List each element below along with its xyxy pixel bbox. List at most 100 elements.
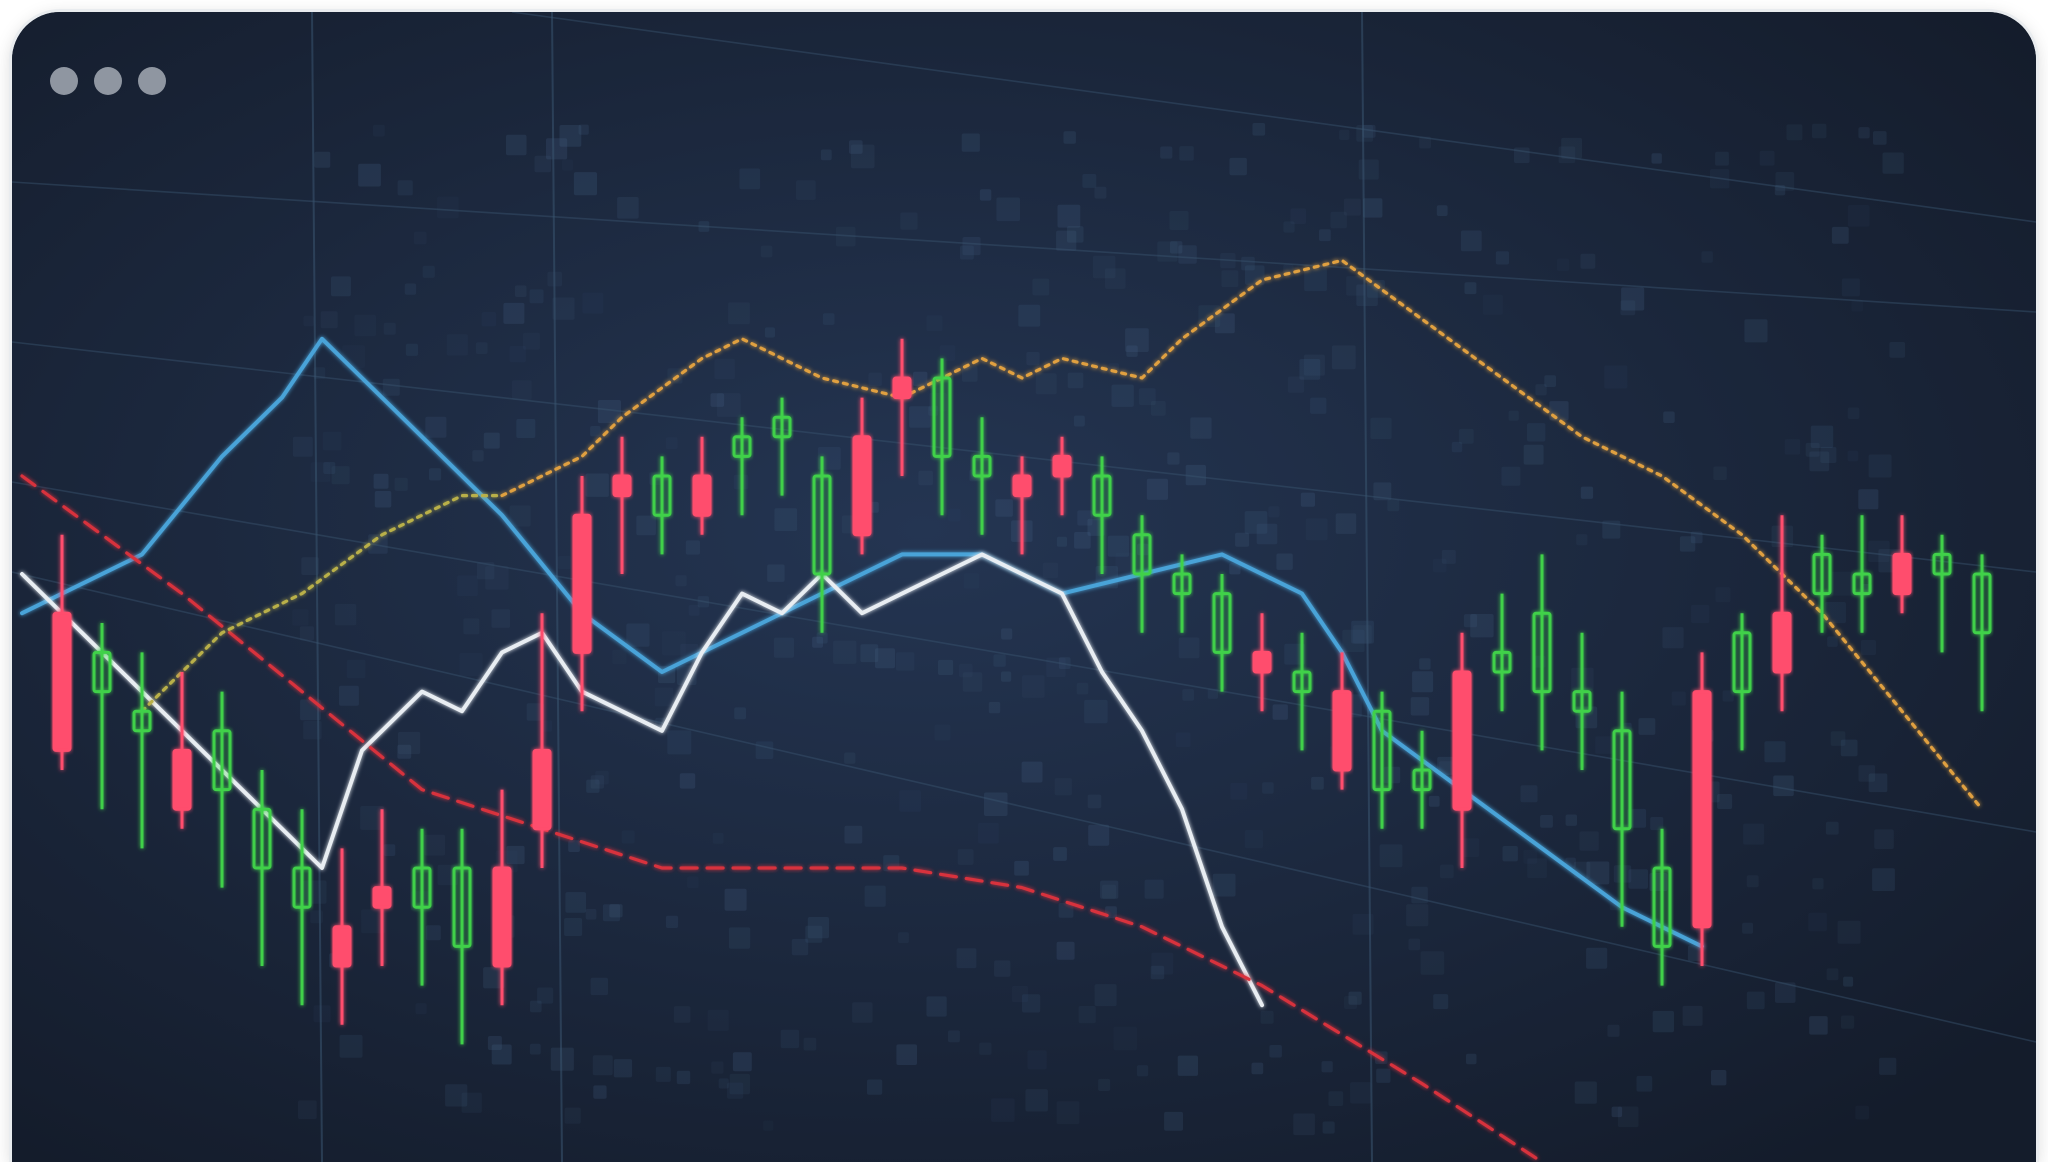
mosaic-tile <box>1082 174 1097 188</box>
candle-body <box>452 866 472 948</box>
candle <box>1132 515 1152 633</box>
mosaic-tile <box>346 659 366 679</box>
mosaic-tile <box>1362 124 1376 138</box>
mosaic-tile <box>597 400 621 424</box>
mosaic-tile <box>1057 204 1081 228</box>
mosaic-tile <box>1868 540 1890 562</box>
candle-body <box>772 415 792 439</box>
mosaic-tile <box>1419 136 1431 149</box>
mosaic-tile <box>1824 602 1846 624</box>
mosaic-tile <box>613 1059 633 1078</box>
mosaic-tile <box>415 1003 427 1015</box>
mosaic-tile <box>1067 372 1084 389</box>
mosaic-tile <box>1164 1111 1183 1131</box>
mosaic-tile <box>1774 185 1786 196</box>
mosaic-tile <box>1858 489 1879 510</box>
candle <box>1052 436 1072 516</box>
mosaic-tile <box>491 609 511 628</box>
mosaic-tile <box>529 289 544 304</box>
mosaic-tile <box>956 948 977 969</box>
mosaic-tile <box>1458 428 1474 444</box>
mosaic-tile <box>561 159 573 171</box>
mosaic-tile <box>1178 245 1197 264</box>
candle <box>1292 632 1312 751</box>
window-titlebar <box>12 12 2036 122</box>
mosaic-tile <box>1310 397 1327 414</box>
mosaic-tile <box>313 1005 331 1023</box>
mosaic-tile <box>1056 536 1067 547</box>
candle-body <box>652 474 672 517</box>
mosaic-tile <box>1773 775 1794 797</box>
mosaic-tile <box>483 432 500 449</box>
mosaic-tile <box>1179 146 1194 161</box>
mosaic-tile <box>1419 658 1431 670</box>
mosaic-tile <box>991 1098 1015 1122</box>
mosaic-tile <box>1022 675 1045 698</box>
mosaic-tile <box>791 938 809 956</box>
mosaic-tile <box>1882 152 1904 174</box>
mosaic-tile <box>1335 513 1357 534</box>
mosaic-tile <box>303 315 314 327</box>
candle-body <box>1812 552 1832 596</box>
candle <box>372 809 392 966</box>
mosaic-tile <box>1873 131 1887 145</box>
mosaic-tile <box>676 1070 691 1085</box>
mosaic-tile <box>487 1036 502 1050</box>
mosaic-tile <box>1356 284 1378 306</box>
mosaic-tile <box>697 596 709 608</box>
mosaic-tile <box>1412 671 1434 693</box>
mosaic-tile <box>844 752 856 764</box>
mosaic-tile <box>1812 878 1824 890</box>
mosaic-tile <box>1151 952 1174 975</box>
mosaic-tile <box>718 1078 729 1089</box>
chart-window <box>12 12 2036 1162</box>
mosaic-tile <box>1432 558 1447 573</box>
series-line-ma-dotted-yellow <box>140 494 504 713</box>
mosaic-tile <box>1682 1005 1703 1026</box>
mosaic-tile <box>1436 205 1448 216</box>
mosaic-tile <box>1346 276 1366 296</box>
mosaic-tile <box>1561 137 1582 159</box>
window-control-dot-close[interactable] <box>50 67 78 95</box>
mosaic-tile <box>1170 241 1183 254</box>
mosaic-tile <box>1617 1106 1639 1128</box>
mosaic-tile <box>383 322 396 335</box>
candle <box>212 691 232 888</box>
candle-body <box>1172 572 1192 596</box>
mosaic-tile <box>655 1066 671 1082</box>
mosaic-tile <box>1276 553 1293 570</box>
mosaic-tile <box>1579 831 1599 851</box>
mosaic-tile <box>425 416 447 438</box>
mosaic-tile <box>1628 869 1648 889</box>
mosaic-tile <box>334 603 357 626</box>
candlestick-chart <box>12 12 2036 1162</box>
mosaic-tile <box>1235 532 1250 547</box>
mosaic-tile <box>1690 531 1703 544</box>
mosaic-tile <box>1868 454 1892 478</box>
mosaic-tile <box>1858 127 1870 139</box>
candle-body <box>732 435 752 458</box>
mosaic-tile <box>1855 1105 1869 1120</box>
candle-body <box>1852 572 1872 596</box>
mosaic-tile <box>1260 1010 1274 1024</box>
mosaic-tile <box>383 844 396 856</box>
mosaic-tile <box>979 189 992 201</box>
candle <box>972 417 992 535</box>
candle <box>452 828 472 1045</box>
mosaic-tile <box>796 180 816 200</box>
window-control-dot-minimize[interactable] <box>94 67 122 95</box>
mosaic-tile <box>1115 552 1135 572</box>
mosaic-tile <box>979 1042 992 1055</box>
mosaic-tile <box>755 741 774 759</box>
mosaic-tile <box>1113 1026 1137 1051</box>
candle <box>52 534 72 770</box>
mosaic-tile <box>1743 823 1765 845</box>
mosaic-tile <box>1440 864 1454 879</box>
mosaic-tile <box>1220 253 1236 269</box>
candle <box>1012 456 1032 555</box>
window-control-dot-maximize[interactable] <box>138 67 166 95</box>
mosaic-tile <box>1411 886 1428 904</box>
candle-body <box>1452 670 1472 811</box>
mosaic-tile <box>1126 345 1138 357</box>
mosaic-tile <box>568 840 580 852</box>
